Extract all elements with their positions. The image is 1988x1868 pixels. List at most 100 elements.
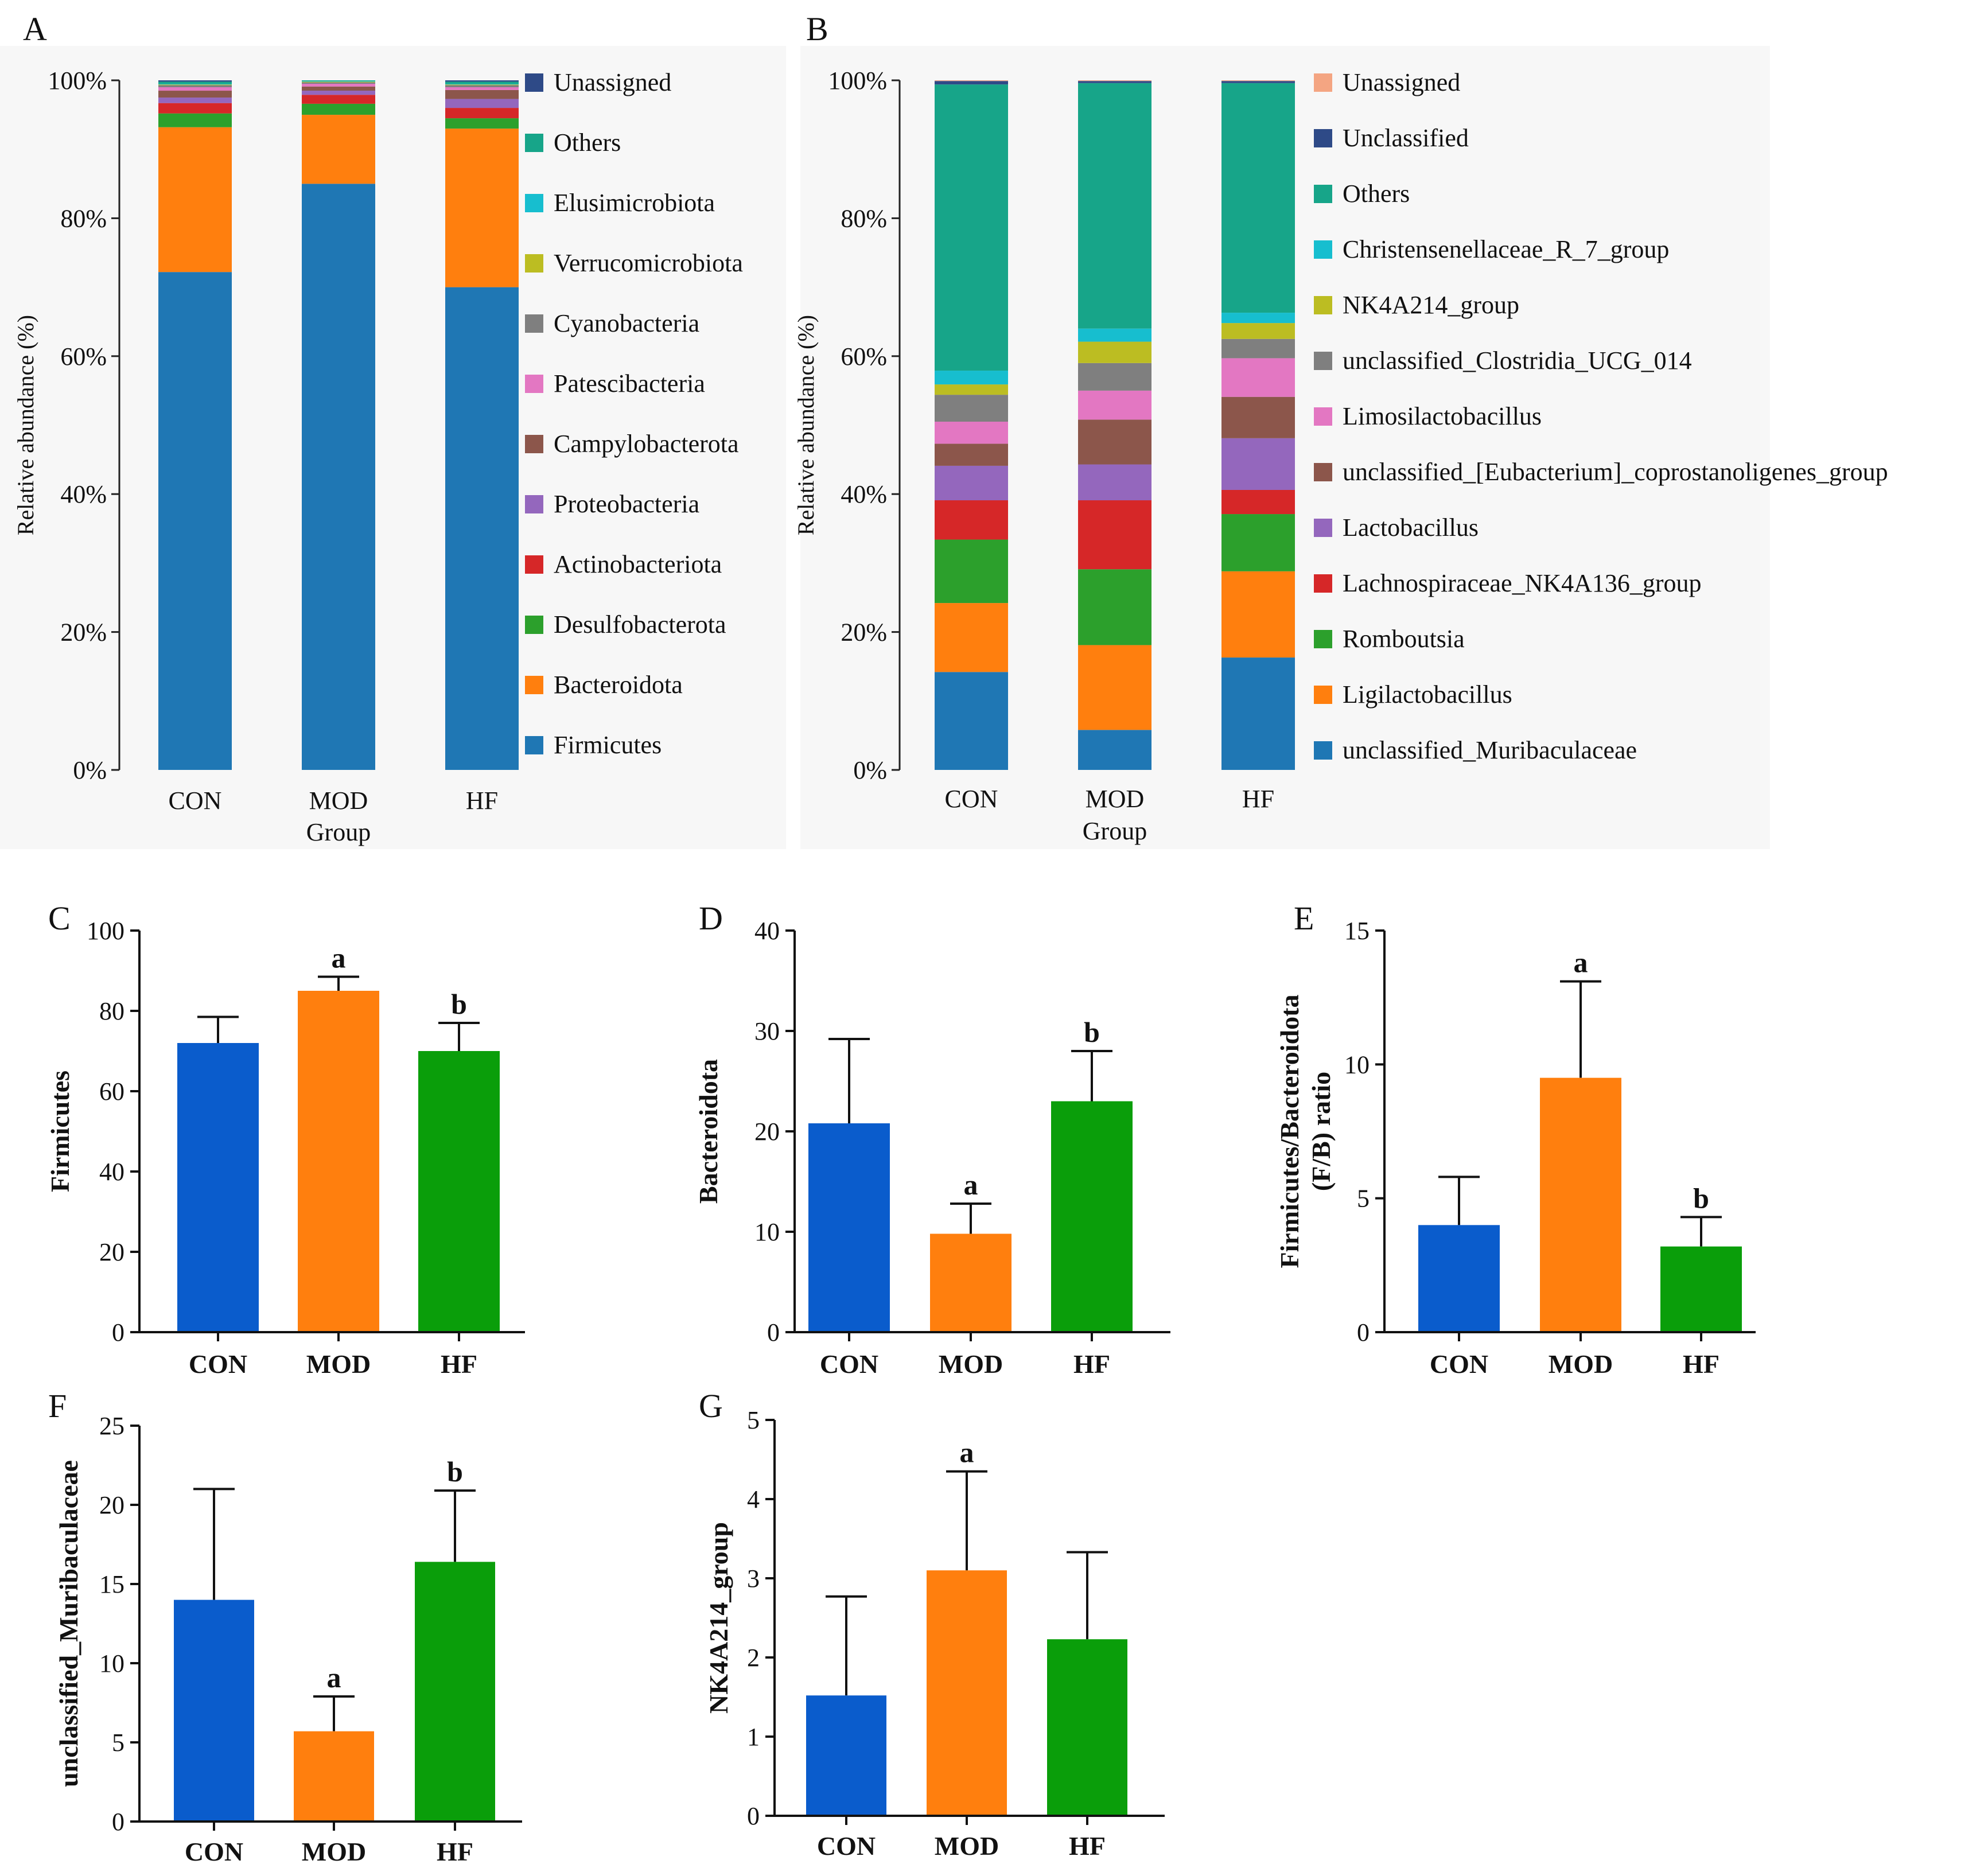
x-tick-label: MOD (1086, 785, 1145, 813)
bar-segment-cyanobacteria-hf (445, 85, 519, 88)
legend-label: Firmicutes (554, 731, 662, 759)
bar-mod (927, 1570, 1007, 1816)
panel-label: D (699, 900, 723, 937)
x-tick-label: MOD (1549, 1349, 1613, 1379)
legend-label: Verrucomicrobiota (554, 249, 743, 277)
bar-segment-ligilactobacillus-mod (1078, 645, 1151, 730)
y-tick-label: 60 (99, 1077, 125, 1106)
bar-segment-verrucomicrobiota-hf (445, 84, 519, 85)
y-tick-label: 5 (1357, 1185, 1370, 1213)
y-tick-label: 40% (60, 480, 107, 508)
bar-segment-campylobacterota-con (158, 91, 232, 98)
y-axis-title: Firmicutes/Bacteroidota (1275, 995, 1304, 1268)
legend-label: Christensenellaceae_R_7_group (1343, 235, 1669, 263)
y-tick-label: 10 (1344, 1050, 1370, 1079)
x-tick-label: MOD (935, 1831, 999, 1861)
panel-a: A CON MOD HF 0% 20% 40% 60% 80% 100% Relative abun… (0, 10, 786, 849)
bar-segment-unclassified-clostridia-ucg-014-mod (1078, 363, 1151, 391)
y-tick-label: 0% (853, 756, 887, 784)
bar-segment-ligilactobacillus-con (935, 603, 1008, 672)
legend-swatch (525, 616, 543, 634)
significance-letter: b (451, 988, 467, 1020)
panel-b: B CON MOD HF 0% 20% 40% 60% 80% 100% Relative abun… (793, 10, 1888, 849)
bar-segment-lachnospiraceae-nk4a136-group-hf (1221, 489, 1295, 515)
y-tick-label: 0 (767, 1318, 780, 1346)
x-tick-label: MOD (939, 1349, 1003, 1379)
y-tick-label: 25 (99, 1412, 125, 1440)
bar-segment-desulfobacterota-mod (302, 103, 375, 115)
bar-mod (298, 991, 379, 1332)
panel-label: A (23, 10, 47, 48)
legend-swatch (1314, 352, 1332, 370)
legend-label: Unassigned (554, 68, 671, 96)
legend-swatch (525, 73, 543, 92)
bar-segment-unclassified-eubacterium-coprostanoligenes-group-mod (1078, 419, 1151, 465)
y-tick-label: 20% (60, 618, 107, 647)
x-tick-label: HF (1683, 1349, 1719, 1379)
x-axis-title: Group (1083, 817, 1147, 845)
y-axis-title: NK4A214_group (704, 1522, 733, 1714)
y-tick-label: 2 (747, 1644, 760, 1672)
panel-label: B (806, 10, 828, 48)
panel-background (0, 46, 786, 849)
x-tick-label: HF (441, 1349, 477, 1379)
legend-label: Others (1343, 180, 1410, 208)
bar-segment-ligilactobacillus-hf (1221, 571, 1295, 658)
legend-swatch (1314, 463, 1332, 481)
panel-label: E (1294, 900, 1314, 937)
bar-segment-proteobacteria-con (158, 98, 232, 103)
panel-g: G CON a MOD HF 0 1 2 3 4 5 NK4A214_group (699, 1387, 1165, 1861)
bar-segment-desulfobacterota-con (158, 113, 232, 127)
legend-label: Desulfobacterota (554, 610, 726, 639)
legend-swatch (1314, 741, 1332, 760)
legend-swatch (525, 435, 543, 453)
panel-label: F (48, 1387, 67, 1425)
y-tick-label: 0 (747, 1802, 760, 1830)
y-tick-label: 40 (99, 1158, 125, 1186)
y-tick-label: 100% (48, 67, 107, 95)
bar-segment-christensenellaceae-r-7-group-mod (1078, 328, 1151, 342)
x-tick-label: MOD (309, 787, 368, 815)
x-axis-title: Group (306, 818, 371, 846)
bar-segment-limosilactobacillus-hf (1221, 358, 1295, 397)
bar-segment-actinobacteriota-hf (445, 108, 519, 119)
y-tick-label: 80% (841, 204, 887, 232)
bar-segment-unassigned-con (158, 80, 232, 82)
bar-segment-patescibacteria-con (158, 87, 232, 91)
y-tick-label: 40% (841, 480, 887, 508)
legend-label: Limosilactobacillus (1343, 402, 1542, 430)
bar-con (1418, 1225, 1500, 1332)
legend-label: Cyanobacteria (554, 309, 699, 337)
bar-segment-verrucomicrobiota-mod (302, 81, 375, 83)
bar-segment-others-hf (1221, 83, 1295, 313)
bar-segment-lactobacillus-con (935, 465, 1008, 501)
y-tick-label: 15 (1344, 917, 1370, 945)
legend-swatch (1314, 240, 1332, 259)
x-tick-label: CON (945, 785, 998, 813)
y-tick-label: 20 (754, 1118, 780, 1146)
y-tick-label: 1 (747, 1723, 760, 1751)
bar-segment-others-mod (302, 80, 375, 81)
bar-segment-bacteroidota-mod (302, 115, 375, 184)
bar-segment-nk4a214-group-mod (1078, 341, 1151, 363)
y-tick-label: 0 (1357, 1318, 1370, 1346)
y-tick-label: 4 (747, 1485, 760, 1513)
y-tick-label: 15 (99, 1570, 125, 1598)
bar-segment-limosilactobacillus-mod (1078, 390, 1151, 420)
legend-label: Bacteroidota (554, 671, 683, 699)
legend-label: Unassigned (1343, 68, 1460, 96)
legend-swatch (525, 676, 543, 694)
panel-e: E CON a MOD b HF 0 5 10 15 Firmicutes/Bacteroidota… (1275, 900, 1756, 1379)
legend-swatch (525, 254, 543, 273)
significance-letter: a (327, 1661, 341, 1694)
legend-swatch (525, 736, 543, 754)
y-tick-label: 0 (112, 1318, 125, 1346)
bar-segment-unassigned-hf (445, 80, 519, 82)
x-tick-label: CON (1430, 1349, 1488, 1379)
bar-segment-others-mod (1078, 83, 1151, 329)
y-tick-label: 10 (754, 1218, 780, 1246)
bar-hf (1051, 1101, 1133, 1332)
bar-segment-others-con (158, 81, 232, 84)
bar-segment-actinobacteriota-mod (302, 95, 375, 104)
